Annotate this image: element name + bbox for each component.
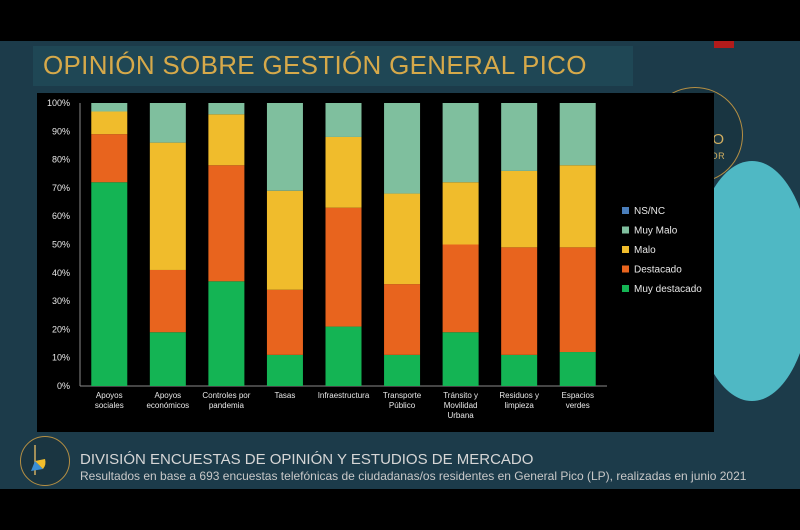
pie-logo-icon — [31, 445, 46, 475]
bar-segment-destacado — [208, 165, 245, 282]
bar-segment-muy-malo — [91, 103, 128, 112]
bar-segment-malo — [501, 170, 538, 248]
x-tick-label: limpieza — [504, 401, 534, 410]
bar-segment-malo — [325, 136, 362, 208]
x-tick-label: Apoyos — [96, 391, 123, 400]
x-tick-label: Urbana — [447, 411, 474, 420]
footer-title: DIVISIÓN ENCUESTAS DE OPINIÓN Y ESTUDIOS… — [80, 451, 534, 468]
x-tick-label: Residuos y — [499, 391, 539, 400]
y-tick-label: 50% — [52, 240, 70, 250]
bar-segment-muy-malo — [442, 103, 479, 183]
x-tick-label: Espacios — [561, 391, 593, 400]
bar-segment-destacado — [266, 289, 303, 355]
bar-segment-destacado — [501, 247, 538, 355]
bar-segment-malo — [149, 142, 186, 270]
legend-swatch — [622, 226, 629, 234]
bar-segment-destacado — [325, 207, 362, 327]
bar-segment-muy-destacado — [442, 332, 479, 386]
y-tick-label: 70% — [52, 183, 70, 193]
bar-segment-destacado — [442, 244, 479, 333]
bar-segment-malo — [266, 190, 303, 290]
title-band — [33, 46, 633, 86]
x-tick-label: verdes — [566, 401, 590, 410]
bar-segment-muy-destacado — [149, 332, 186, 386]
legend-label: Malo — [634, 245, 656, 256]
bar-segment-muy-malo — [384, 103, 421, 194]
x-tick-label: sociales — [95, 401, 124, 410]
legend-label: Muy destacado — [634, 284, 702, 295]
chart-panel: 0% 10% 20% 30% 40% 50% 60% 70% 80% 90% 100% Apoyos s… — [37, 93, 714, 432]
bar-segment-malo — [442, 182, 479, 245]
x-tick-label: Apoyos — [154, 391, 181, 400]
bar-segment-muy-destacado — [208, 281, 245, 386]
legend-label: NS/NC — [634, 206, 665, 217]
x-tick-label: pandemia — [209, 401, 245, 410]
y-tick-label: 100% — [47, 98, 70, 108]
bar-segment-destacado — [559, 247, 596, 353]
bar-segment-destacado — [91, 134, 128, 183]
legend-swatch — [622, 246, 629, 253]
bar-segment-muy-destacado — [501, 354, 538, 386]
x-tick-label: Infraestructura — [318, 391, 370, 400]
slide-title: OPINIÓN SOBRE GESTIÓN GENERAL PICO — [43, 50, 587, 80]
footer-subtitle: Resultados en base a 693 encuestas telef… — [80, 469, 747, 483]
y-tick-label: 60% — [52, 211, 70, 221]
bar-segment-muy-destacado — [266, 354, 303, 386]
bar-segment-muy-malo — [149, 103, 186, 143]
x-tick-label: Público — [389, 401, 416, 410]
x-tick-label: Tasas — [274, 391, 295, 400]
x-tick-label: económicos — [146, 401, 189, 410]
x-tick-label: Tránsito y — [443, 391, 478, 400]
x-tick-label: Movilidad — [444, 401, 478, 410]
x-tick-label: Controles por — [202, 391, 250, 400]
y-tick-label: 40% — [52, 268, 70, 278]
red-accent-bar — [714, 41, 734, 48]
bar-segment-muy-destacado — [91, 182, 128, 386]
y-tick-label: 90% — [52, 126, 70, 136]
x-tick-label: Transporte — [383, 391, 422, 400]
legend-swatch — [622, 285, 629, 292]
legend-swatch — [622, 265, 629, 273]
bar-segment-malo — [559, 165, 596, 248]
slide: OPINIÓN SOBRE GESTIÓN GENERAL PICO GRUPO… — [0, 41, 800, 489]
legend-label: Destacado — [634, 265, 682, 276]
y-tick-label: 10% — [52, 353, 70, 363]
bar-segment-malo — [208, 114, 245, 166]
bar-segment-muy-destacado — [384, 354, 421, 386]
y-tick-label: 80% — [52, 155, 70, 165]
bar-segment-muy-malo — [559, 103, 596, 166]
bar-segment-malo — [91, 111, 128, 135]
bar-segment-malo — [384, 193, 421, 285]
bar-segment-muy-malo — [325, 103, 362, 137]
bar-segment-muy-destacado — [559, 352, 596, 386]
bar-segment-muy-malo — [266, 103, 303, 191]
stacked-bar-chart: 0%10%20%30%40%50%60%70%80%90%100%Apoyoss… — [47, 98, 702, 420]
y-tick-label: 30% — [52, 296, 70, 306]
legend-swatch — [622, 207, 629, 214]
y-tick-label: 0% — [57, 381, 70, 391]
bar-segment-muy-malo — [208, 103, 245, 115]
bar-segment-destacado — [384, 284, 421, 355]
footer-logo — [20, 436, 70, 486]
bar-segment-muy-malo — [501, 103, 538, 171]
legend-label: Muy Malo — [634, 226, 678, 237]
bar-segment-destacado — [149, 269, 186, 333]
bar-segment-muy-destacado — [325, 326, 362, 386]
y-tick-label: 20% — [52, 324, 70, 334]
